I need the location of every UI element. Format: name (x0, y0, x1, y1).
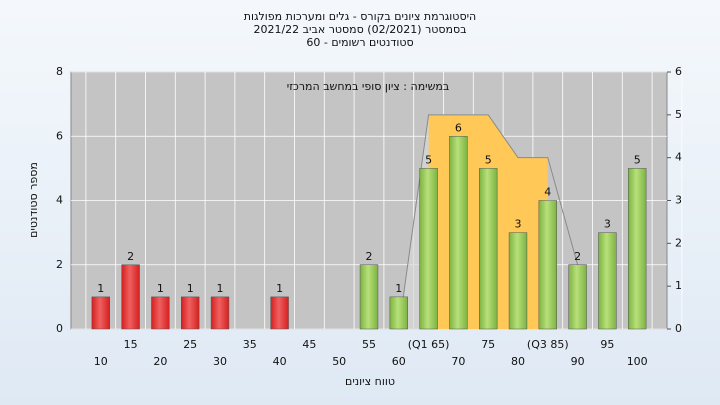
chart-subtitle: סטודנטים רשומים - 60 (306, 36, 413, 49)
y-tick-label: 8 (56, 65, 63, 78)
y-tick-label: 4 (56, 194, 63, 207)
bar (359, 264, 379, 330)
quartile-line (398, 114, 579, 330)
bar (91, 296, 110, 330)
chart-subtitle: בסמסטר (02/2021) סמסטר אביב 2021/22 (253, 23, 466, 36)
y2-tick-label: 2 (675, 236, 682, 249)
data-label: 1 (157, 282, 164, 295)
data-label: 1 (97, 282, 104, 295)
data-label: 4 (544, 186, 551, 199)
x-tick-label: 95 (600, 338, 614, 351)
y2-tick-label: 0 (675, 322, 682, 335)
x-tick-label: 90 (571, 355, 585, 368)
bar (538, 200, 557, 330)
x-tick-label: (Q3 85) (527, 338, 569, 351)
data-label: 5 (634, 153, 641, 166)
x-tick-label: 15 (124, 338, 138, 351)
y2-tick-label: 1 (675, 279, 682, 292)
y2-tick-label: 5 (675, 108, 682, 121)
bar (598, 232, 617, 330)
x-tick-label: 55 (362, 338, 376, 351)
x-tick-label: 35 (243, 338, 257, 351)
x-axis-label: טווח ציונים (345, 375, 395, 388)
bar (419, 168, 438, 330)
x-tick-label: 30 (213, 355, 227, 368)
x-tick-label: (Q1 65) (408, 338, 450, 351)
x-tick-label: 40 (273, 355, 287, 368)
data-label: 5 (485, 153, 492, 166)
x-tick-label: 60 (392, 355, 406, 368)
x-tick-label: 20 (153, 355, 167, 368)
x-tick-label: 80 (511, 355, 525, 368)
data-label: 6 (455, 121, 462, 134)
data-label: 2 (574, 250, 581, 263)
y-tick-label: 0 (56, 322, 63, 335)
bar (449, 136, 468, 330)
x-tick-label: 10 (94, 355, 108, 368)
bar (151, 296, 170, 330)
annotation: במשימה : ציון סופי במחשב המרכזי (287, 80, 450, 93)
y-axis-label: מספר סטודנטים (27, 162, 40, 238)
bar (210, 296, 230, 330)
data-label: 3 (604, 218, 611, 231)
data-label: 5 (425, 153, 432, 166)
data-label: 2 (366, 250, 373, 263)
data-label: 2 (127, 250, 134, 263)
bar (628, 168, 647, 330)
x-tick-label: 50 (332, 355, 346, 368)
bar (270, 296, 289, 330)
y2-tick-label: 4 (675, 151, 682, 164)
chart-title: היסטוגרמת ציונים בקורס - גלים ומערכות מפ… (244, 10, 476, 23)
bar (479, 168, 498, 330)
data-label: 1 (276, 282, 283, 295)
bar (121, 264, 140, 330)
y2-tick-label: 3 (675, 194, 682, 207)
y2-tick-label: 6 (675, 65, 682, 78)
data-label: 1 (217, 282, 224, 295)
x-tick-label: 70 (451, 355, 465, 368)
bar (389, 296, 408, 330)
bar (568, 264, 587, 330)
x-tick-label: 25 (183, 338, 197, 351)
y-tick-label: 2 (56, 258, 63, 271)
bar (181, 296, 200, 330)
x-tick-label: 75 (481, 338, 495, 351)
x-tick-label: 100 (627, 355, 648, 368)
y-tick-label: 6 (56, 129, 63, 142)
data-label: 3 (515, 218, 522, 231)
data-label: 1 (395, 282, 402, 295)
x-tick-label: 45 (302, 338, 316, 351)
data-label: 1 (187, 282, 194, 295)
bar (508, 232, 528, 330)
